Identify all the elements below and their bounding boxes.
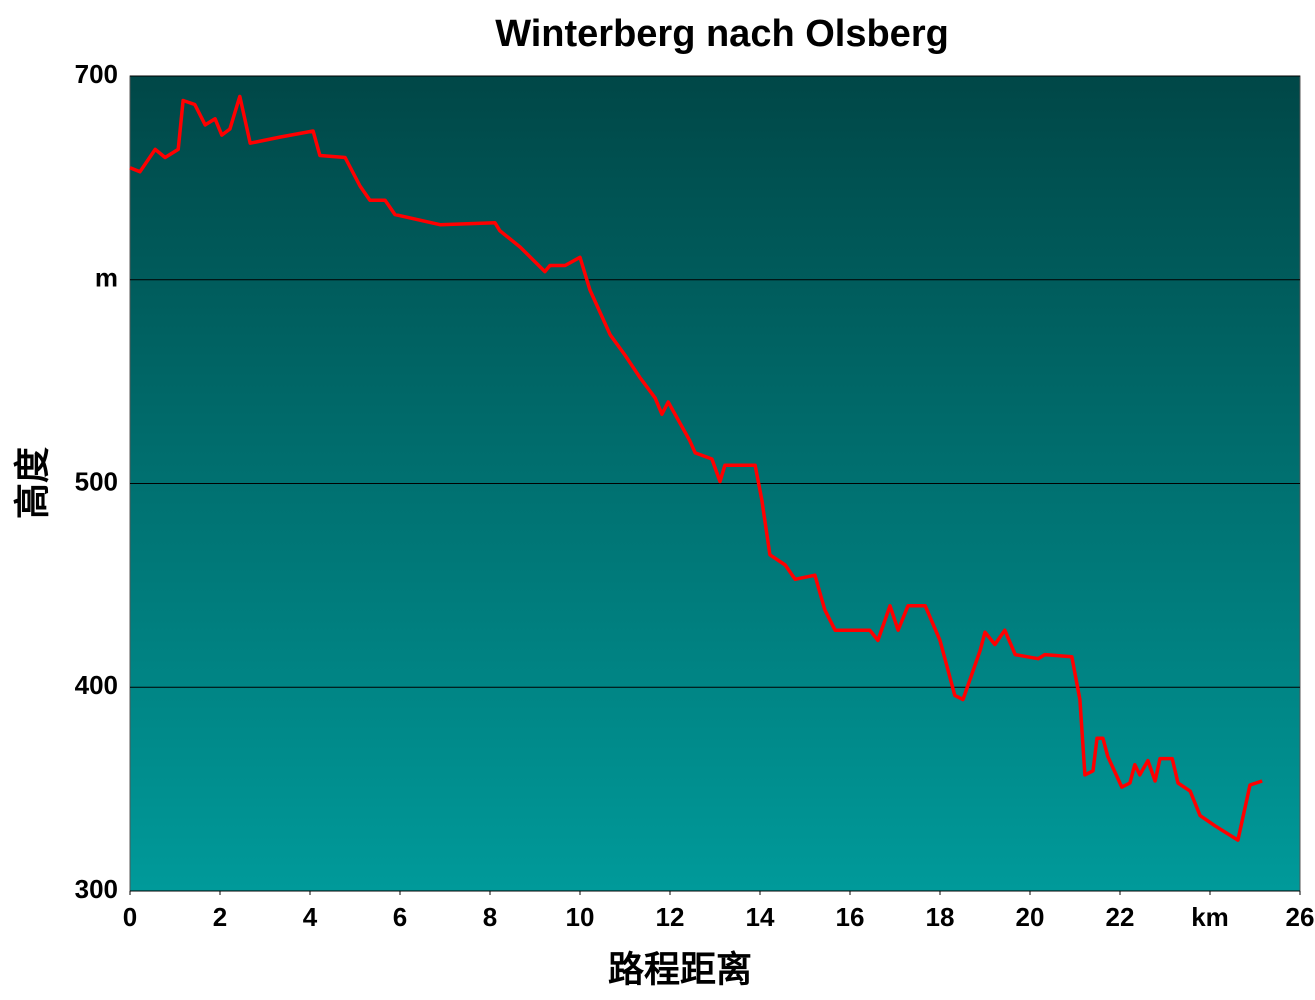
x-tick-label: 4 [303, 902, 318, 932]
line-series [129, 94, 1263, 842]
y-tick-label: m [95, 263, 118, 293]
x-tick-label: 0 [123, 902, 137, 932]
y-axis-label: 高度 [12, 447, 53, 519]
x-axis-label: 路程距离 [608, 949, 752, 990]
y-tick-label: 300 [75, 874, 118, 904]
y-tick-label: 400 [75, 670, 118, 700]
x-tick-label: 18 [926, 902, 955, 932]
x-tick-label: 6 [393, 902, 407, 932]
x-tick-label: 2 [213, 902, 227, 932]
x-tick-label: 22 [1106, 902, 1135, 932]
x-tick-label: 16 [836, 902, 865, 932]
x-tick-label: 26 [1286, 902, 1315, 932]
y-tick-label: 500 [75, 466, 118, 496]
chart-title: Winterberg nach Olsberg [495, 13, 949, 55]
y-tick-label: 700 [75, 59, 118, 89]
x-tick-label: 20 [1016, 902, 1045, 932]
x-tick-label: km [1191, 902, 1229, 932]
x-tick-label: 14 [746, 902, 775, 932]
x-tick-label: 8 [483, 902, 497, 932]
x-tick-label: 10 [566, 902, 595, 932]
x-tick-label: 12 [656, 902, 685, 932]
